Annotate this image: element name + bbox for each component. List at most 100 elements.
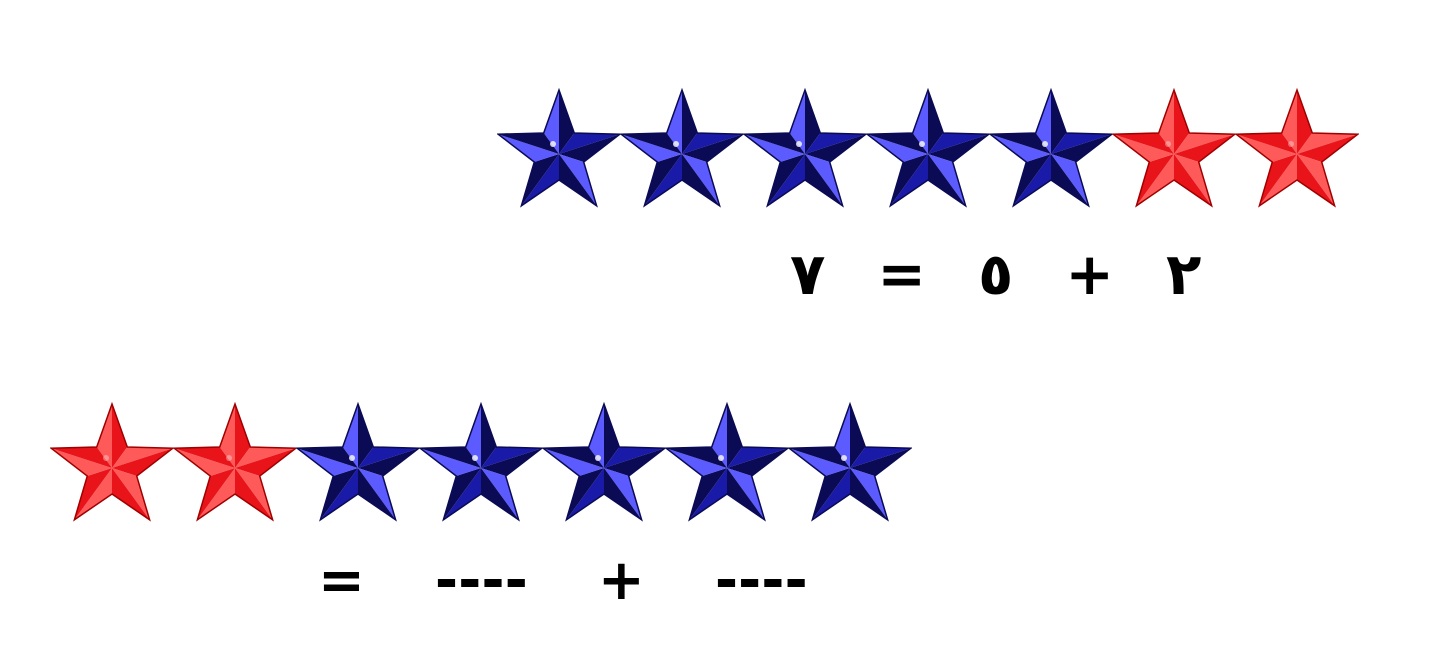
star-facet [1236,134,1297,163]
star-outline [542,401,666,522]
star-facet [604,404,620,468]
star-facet [928,132,989,154]
star-facet [834,404,850,468]
star-facet [1113,132,1174,154]
bottom-eq-plus: + [597,548,645,613]
star-outline [419,401,543,522]
star-facet [112,404,128,468]
star-facet [112,448,173,477]
star-facet [1136,154,1174,206]
star-facet [521,154,559,206]
star-facet [112,446,173,468]
star-facet [928,134,989,163]
star-facet [1051,134,1112,163]
star-facet [666,446,727,468]
star-facet [805,90,821,154]
star-facet [358,446,419,468]
top-star-blue-5 [989,87,1113,208]
top-eq-plus: + [1065,240,1115,308]
star-facet [682,90,698,154]
star-highlight [796,141,802,147]
star-facet [644,154,682,206]
star-highlight [673,141,679,147]
star-facet [481,448,542,477]
star-facet [543,446,604,468]
star-outline [788,401,912,522]
top-star-blue-3 [743,87,867,208]
star-facet [789,448,850,477]
star-facet [219,404,235,468]
star-facet [1236,132,1297,154]
star-outline [620,87,744,208]
star-facet [342,404,358,468]
star-highlight [1165,141,1171,147]
star-facet [890,154,928,206]
star-facet [358,448,419,477]
star-facet [1158,90,1174,154]
star-facet [789,90,805,154]
star-facet [1259,154,1297,206]
star-outline [1112,87,1236,208]
star-facet [320,468,358,520]
bottom-star-blue-7 [788,401,912,522]
star-facet [990,132,1051,154]
star-facet [543,90,559,154]
bottom-eq-blank-2: ---- [714,548,808,613]
star-facet [358,468,396,520]
star-outline [296,401,420,522]
star-facet [850,404,866,468]
star-facet [928,90,944,154]
star-facet [621,132,682,154]
star-facet [990,134,1051,163]
star-outline [497,87,621,208]
bottom-equation: = ---- + ---- [318,548,808,613]
star-facet [1113,134,1174,163]
star-highlight [718,455,724,461]
star-facet [867,134,928,163]
star-highlight [550,141,556,147]
star-facet [727,446,788,468]
top-eq-result: ٧ [790,240,826,308]
bottom-star-blue-6 [665,401,789,522]
top-equation: ٧ = ٥ + ٢ [790,240,1201,308]
star-facet [812,468,850,520]
star-facet [604,446,665,468]
star-facet [174,448,235,477]
star-facet [744,134,805,163]
star-facet [727,404,743,468]
star-facet [420,448,481,477]
top-eq-addend-red: ٢ [1166,240,1202,308]
star-facet [912,90,928,154]
star-facet [1281,90,1297,154]
star-highlight [349,455,355,461]
star-facet [235,448,296,477]
top-star-red-6 [1112,87,1236,208]
star-facet [443,468,481,520]
star-facet [235,468,273,520]
star-facet [498,132,559,154]
star-facet [711,404,727,468]
star-facet [96,404,112,468]
star-facet [559,134,620,163]
star-facet [465,404,481,468]
bottom-star-blue-5 [542,401,666,522]
top-eq-addend-blue: ٥ [978,240,1014,308]
star-facet [235,404,251,468]
star-highlight [595,455,601,461]
bottom-star-red-2 [173,401,297,522]
star-highlight [1042,141,1048,147]
star-facet [1174,90,1190,154]
star-facet [498,134,559,163]
star-outline [1235,87,1359,208]
star-highlight [472,455,478,461]
star-facet [51,446,112,468]
bottom-star-row [50,390,912,530]
star-facet [74,468,112,520]
star-facet [1035,90,1051,154]
star-facet [51,448,112,477]
star-facet [1051,132,1112,154]
star-facet [543,448,604,477]
star-facet [805,134,866,163]
bottom-star-blue-3 [296,401,420,522]
star-facet [767,154,805,206]
